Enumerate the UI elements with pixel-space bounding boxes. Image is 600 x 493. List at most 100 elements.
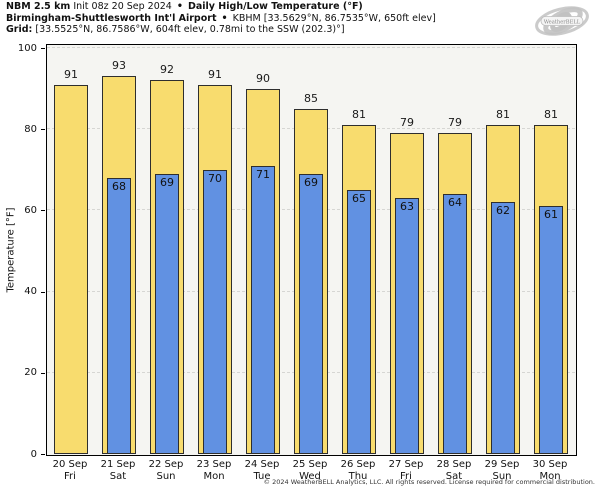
x-tick-date: 23 Sep [196, 459, 232, 470]
init-time: Init 08z 20 Sep 2024 [73, 1, 172, 12]
x-tick-label: 22 Sep Sun [142, 459, 190, 483]
x-tick-day: Sat [109, 471, 127, 482]
y-tick-mark [41, 129, 45, 131]
station-detail: KBHM [33.5629°N, 86.7535°W, 650ft elev] [232, 12, 436, 24]
low-bar: 63 [395, 198, 419, 454]
copyright-footer: © 2024 WeatherBELL Analytics, LLC. All r… [263, 478, 595, 486]
y-tick-label: 60 [24, 204, 37, 216]
y-tick-label: 100 [17, 42, 37, 54]
x-tick-date: 21 Sep [100, 459, 136, 470]
low-bar: 65 [347, 190, 371, 454]
low-value-label: 71 [256, 167, 270, 181]
plot-inner: 91 93 68 92 69 91 70 90 71 85 69 81 65 79 63 79 64 81 62 81… [47, 45, 575, 454]
header-line-2: Birmingham-Shuttlesworth Int'l Airport •… [6, 13, 436, 25]
weatherbell-logo-icon: WeatherBELL [535, 6, 589, 36]
x-tick-date: 28 Sep [436, 459, 472, 470]
x-tick-day: Wed [299, 471, 321, 482]
low-value-label: 70 [208, 171, 222, 185]
plot-area: 91 93 68 92 69 91 70 90 71 85 69 81 65 79 63 79 64 81 62 81… [46, 44, 577, 456]
header-line-3: Grid: [33.5525°N, 86.7586°W, 604ft elev,… [6, 24, 436, 36]
chart-header: NBM 2.5 km Init 08z 20 Sep 2024 • Daily … [6, 1, 436, 36]
x-tick-day: Fri [400, 471, 412, 482]
high-value-label: 81 [496, 108, 510, 122]
high-value-label: 91 [64, 67, 78, 81]
x-tick-date: 29 Sep [484, 459, 520, 470]
x-tick-label: 23 Sep Mon [190, 459, 238, 483]
x-tick-date: 30 Sep [532, 459, 568, 470]
x-tick-day: Mon [203, 471, 225, 482]
y-tick-label: 40 [24, 286, 37, 298]
high-value-label: 90 [256, 71, 270, 85]
x-tick-day: Sun [156, 471, 176, 482]
y-tick-mark [41, 372, 45, 374]
x-tick-day: Mon [539, 471, 561, 482]
x-tick-date: 20 Sep [52, 459, 88, 470]
x-tick-date: 27 Sep [388, 459, 424, 470]
x-tick-label: 26 Sep Thu [334, 459, 382, 483]
low-value-label: 61 [544, 208, 558, 222]
y-tick-label: 0 [30, 448, 37, 460]
logo-text: WeatherBELL [544, 19, 581, 25]
x-tick-date: 22 Sep [148, 459, 184, 470]
low-value-label: 69 [160, 175, 174, 189]
low-bar: 68 [107, 177, 131, 454]
x-tick-label: 24 Sep Tue [238, 459, 286, 483]
low-value-label: 68 [112, 179, 126, 193]
low-bar: 69 [299, 173, 323, 454]
x-tick-label: 21 Sep Sat [94, 459, 142, 483]
high-value-label: 85 [304, 91, 318, 105]
y-tick-mark [41, 454, 45, 455]
low-bar: 69 [155, 173, 179, 454]
low-bar: 61 [539, 206, 563, 454]
x-tick-day: Thu [348, 471, 368, 482]
y-axis: 0 20 40 60 80 100 [0, 42, 46, 460]
header-line-1: NBM 2.5 km Init 08z 20 Sep 2024 • Daily … [6, 1, 436, 13]
low-value-label: 65 [352, 192, 366, 206]
y-tick-mark [41, 48, 45, 49]
bullet-separator: • [176, 1, 183, 12]
x-tick-label: 25 Sep Wed [286, 459, 334, 483]
y-tick-mark [41, 291, 45, 293]
model-name: NBM 2.5 km [6, 1, 71, 12]
x-tick-label: 27 Sep Fri [382, 459, 430, 483]
high-value-label: 81 [544, 108, 558, 122]
y-axis-title: Temperature [°F] [5, 207, 17, 293]
low-bar: 71 [251, 165, 275, 454]
x-tick-day: Sat [445, 471, 463, 482]
high-value-label: 81 [352, 108, 366, 122]
high-value-label: 79 [448, 116, 462, 130]
high-value-label: 93 [112, 59, 126, 73]
x-axis: 20 Sep Fri 21 Sep Sat 22 Sep Sun 23 Sep Mon 24 S… [46, 459, 577, 487]
low-bar: 70 [203, 169, 227, 454]
x-tick-date: 25 Sep [292, 459, 328, 470]
high-value-label: 79 [400, 116, 414, 130]
low-bar: 64 [443, 194, 467, 454]
grid-detail: [33.5525°N, 86.7586°W, 604ft elev, 0.78m… [35, 24, 345, 35]
low-value-label: 69 [304, 175, 318, 189]
x-tick-day: Sun [492, 471, 512, 482]
product-title: Daily High/Low Temperature (°F) [188, 1, 363, 12]
low-bar: 62 [491, 202, 515, 454]
high-value-label: 92 [160, 63, 174, 77]
station-name: Birmingham-Shuttlesworth Int'l Airport [6, 12, 217, 24]
x-tick-label: 29 Sep Sun [478, 459, 526, 483]
high-bar [54, 84, 88, 454]
x-tick-date: 26 Sep [340, 459, 376, 470]
x-tick-date: 24 Sep [244, 459, 280, 470]
x-tick-label: 28 Sep Sat [430, 459, 478, 483]
low-value-label: 64 [448, 196, 462, 210]
low-value-label: 63 [400, 200, 414, 214]
grid-label: Grid: [6, 24, 33, 35]
x-tick-label: 20 Sep Fri [46, 459, 94, 483]
high-value-label: 91 [208, 67, 222, 81]
y-tick-label: 20 [24, 367, 37, 379]
x-tick-label: 30 Sep Mon [526, 459, 574, 483]
gridline-100 [47, 47, 575, 48]
x-tick-day: Tue [253, 471, 271, 482]
low-value-label: 62 [496, 204, 510, 218]
bullet-separator: • [221, 12, 228, 24]
y-tick-mark [41, 210, 45, 212]
x-tick-day: Fri [64, 471, 76, 482]
y-tick-label: 80 [24, 123, 37, 135]
